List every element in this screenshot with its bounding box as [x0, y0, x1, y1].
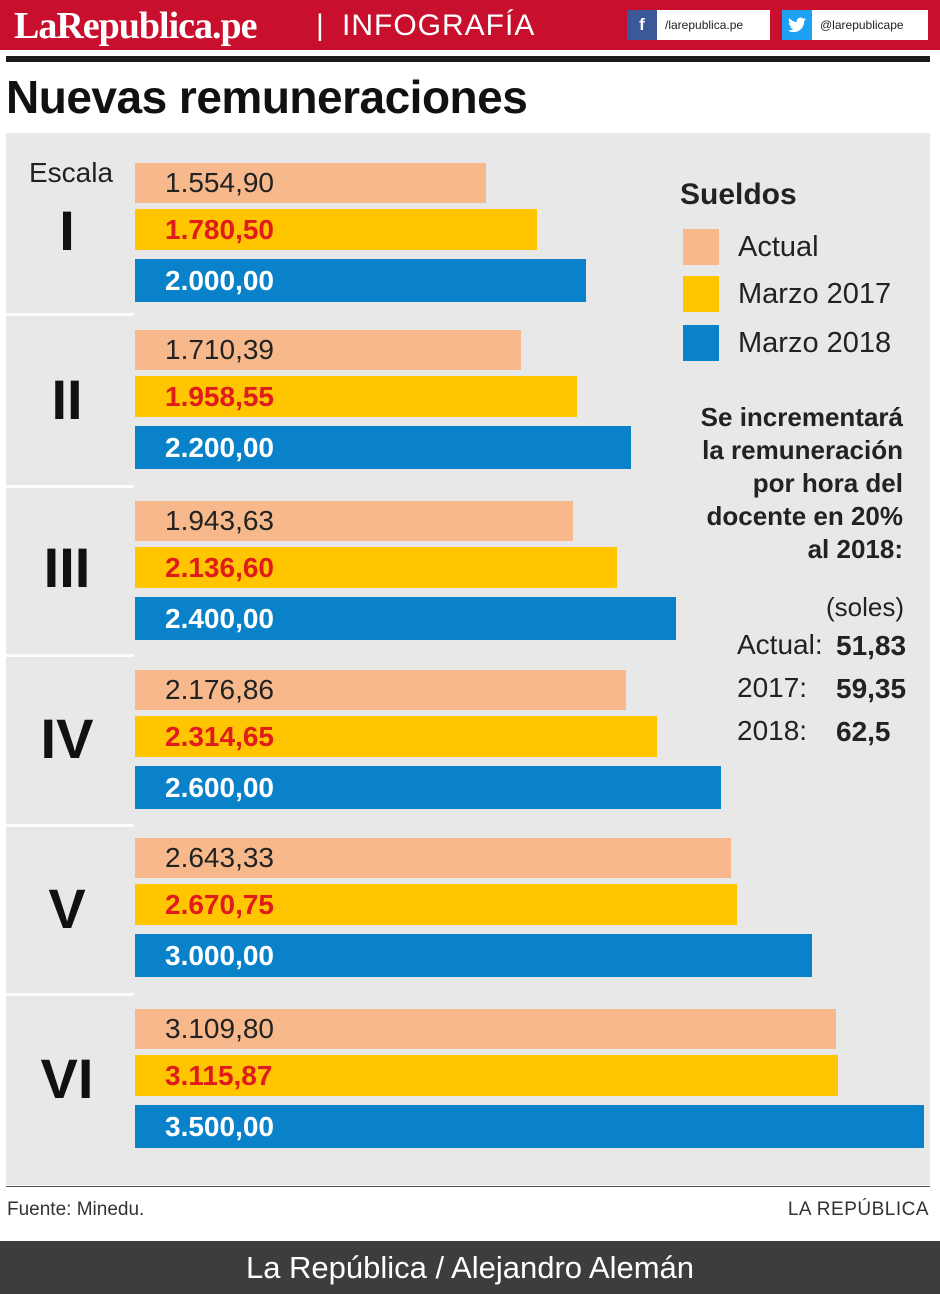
publisher-label: LA REPÚBLICA: [787, 1199, 929, 1220]
legend-swatch-actual: [683, 229, 719, 265]
brand-logo[interactable]: LaRepublica.pe: [14, 5, 258, 47]
bar-value-label: 3.115,87: [165, 1059, 273, 1091]
category-label: VI: [40, 1047, 94, 1110]
section-label[interactable]: INFOGRAFÍA: [342, 9, 536, 42]
header-separator: |: [316, 9, 324, 42]
bar-value-label: 1.943,63: [165, 505, 274, 536]
bar-value-label: 2.136,60: [165, 551, 274, 583]
source-note: Fuente: Minedu.: [7, 1199, 145, 1220]
bar-marzo-2018: 2.600,00: [135, 766, 721, 809]
rate-value-actual: 51,83: [836, 630, 907, 661]
facebook-icon: f: [627, 10, 657, 40]
bar-marzo-2017: 2.670,75: [135, 884, 737, 925]
note-line: la remuneración: [702, 435, 903, 465]
bar-marzo-2018: 3.500,00: [135, 1105, 924, 1148]
rate-unit: (soles): [826, 592, 905, 622]
bar-marzo-2017: 1.958,55: [135, 376, 577, 417]
row-separator: [6, 485, 134, 488]
category-label: II: [51, 368, 83, 431]
legend-label-marzo-2018: Marzo 2018: [738, 326, 892, 359]
legend-item-actual: Actual: [683, 229, 819, 265]
bar-marzo-2017: 3.115,87: [135, 1055, 838, 1096]
bar-value-label: 2.400,00: [165, 602, 274, 634]
bar-marzo-2017: 2.136,60: [135, 547, 617, 588]
row-separator: [6, 654, 134, 657]
bar-value-label: 2.600,00: [165, 771, 274, 803]
bar-actual: 1.710,39: [135, 330, 521, 370]
bar-value-label: 1.554,90: [165, 167, 274, 198]
row-separator: [6, 824, 134, 827]
bar-marzo-2018: 2.000,00: [135, 259, 586, 302]
bar-actual: 2.643,33: [135, 838, 731, 878]
legend-label-marzo-2017: Marzo 2017: [738, 277, 892, 310]
bar-value-label: 2.176,86: [165, 674, 274, 705]
credit-text: La República / Alejandro Alemán: [245, 1249, 695, 1285]
bar-marzo-2018: 3.000,00: [135, 934, 812, 977]
header-rule: [6, 56, 930, 62]
facebook-link[interactable]: f /larepublica.pe: [627, 10, 770, 40]
twitter-icon: [782, 10, 812, 40]
note-line: docente en 20%: [706, 501, 903, 531]
legend-title: Sueldos: [680, 178, 797, 211]
bar-value-label: 2.670,75: [165, 888, 274, 920]
category-label: I: [59, 199, 75, 262]
twitter-link[interactable]: @larepublicape: [782, 10, 928, 40]
rate-label-2017: 2017:: [737, 672, 808, 703]
bar-value-label: 2.643,33: [165, 842, 274, 873]
page-title: Nuevas remuneraciones: [6, 71, 528, 123]
bar-actual: 1.554,90: [135, 163, 486, 203]
header-bar: LaRepublica.pe | INFOGRAFÍA f /larepubli…: [0, 0, 940, 50]
facebook-handle: /larepublica.pe: [665, 18, 744, 32]
hourly-rate-note: Se incrementará la remuneración por hora…: [640, 401, 903, 566]
note-line: por hora del: [752, 468, 903, 498]
legend-item-marzo-2017: Marzo 2017: [683, 276, 891, 312]
legend-item-marzo-2018: Marzo 2018: [683, 325, 891, 361]
bar-actual: 2.176,86: [135, 670, 626, 710]
category-label: IV: [40, 707, 94, 770]
rate-label-actual: Actual:: [737, 629, 823, 660]
rate-label-2018: 2018:: [737, 715, 808, 746]
twitter-handle: @larepublicape: [820, 18, 904, 32]
note-line: Se incrementará: [700, 402, 903, 432]
bar-value-label: 2.000,00: [165, 264, 274, 296]
legend-swatch-marzo-2017: [683, 276, 719, 312]
bar-value-label: 2.200,00: [165, 431, 274, 463]
bar-value-label: 1.780,50: [165, 213, 274, 245]
credit-bar: La República / Alejandro Alemán: [0, 1241, 940, 1294]
bar-value-label: 3.000,00: [165, 939, 274, 971]
bar-marzo-2018: 2.400,00: [135, 597, 676, 640]
panel-bottom-rule: [6, 1186, 930, 1187]
bar-marzo-2018: 2.200,00: [135, 426, 631, 469]
bar-actual: 1.943,63: [135, 501, 573, 541]
bar-marzo-2017: 1.780,50: [135, 209, 537, 250]
bar-value-label: 3.109,80: [165, 1013, 274, 1044]
bar-marzo-2017: 2.314,65: [135, 716, 657, 757]
legend-label-actual: Actual: [738, 230, 819, 263]
rate-value-2018: 62,5: [836, 716, 891, 747]
bar-value-label: 1.958,55: [165, 380, 274, 412]
bar-value-label: 2.314,65: [165, 720, 274, 752]
category-label: III: [43, 536, 91, 599]
rate-value-2017: 59,35: [836, 673, 907, 704]
row-separator: [6, 313, 134, 316]
category-axis-label: Escala: [29, 157, 114, 188]
bar-actual: 3.109,80: [135, 1009, 836, 1049]
note-line: al 2018:: [807, 534, 903, 564]
bar-value-label: 3.500,00: [165, 1110, 274, 1142]
bar-value-label: 1.710,39: [165, 334, 274, 365]
row-separator: [6, 993, 134, 996]
legend-swatch-marzo-2018: [683, 325, 719, 361]
category-label: V: [48, 877, 86, 940]
